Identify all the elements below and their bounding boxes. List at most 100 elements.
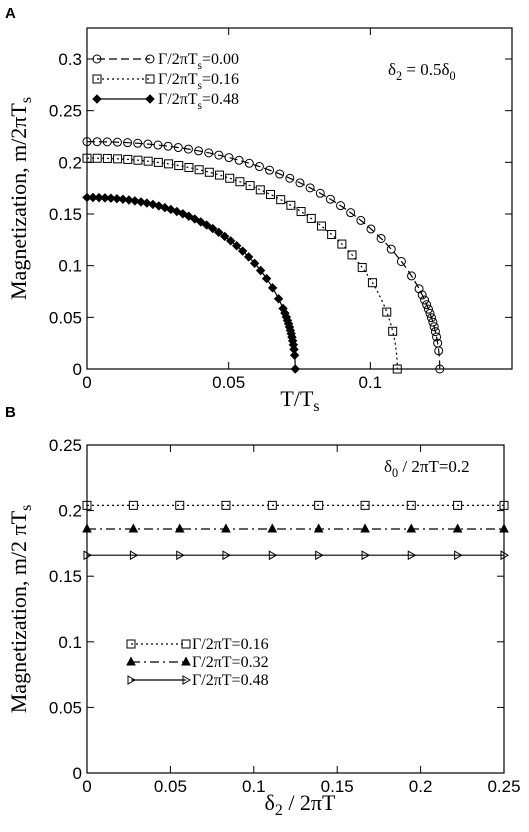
a-data-point — [133, 138, 143, 148]
b-annotation-part: δ — [384, 457, 392, 476]
a-data-point — [112, 193, 122, 204]
a-data-point — [183, 144, 193, 154]
b-x-axis-title: δ2 / 2πT — [265, 790, 337, 819]
b-data-point — [500, 550, 510, 561]
b-y-axis-title: Magnetization, m/2 πTs — [6, 505, 35, 714]
a-legend-marker — [92, 54, 102, 64]
a-annotation: δ2 = 0.5δ0 — [388, 60, 456, 83]
b-data-point — [83, 550, 93, 561]
a-data-point — [265, 190, 275, 200]
a-legend-label-part: =0.00 — [202, 51, 239, 68]
b-y-tick-label: 0.2 — [58, 502, 82, 521]
a-data-point — [346, 208, 356, 218]
a-data-point — [82, 137, 92, 147]
b-data-point — [128, 500, 138, 510]
b-data-point — [453, 500, 463, 510]
a-data-point — [194, 146, 204, 156]
a-data-point — [196, 217, 206, 227]
b-data-point — [82, 523, 92, 533]
a-data-point — [423, 304, 433, 314]
b-y-tick-label: 0 — [73, 764, 82, 783]
a-data-point — [245, 181, 255, 191]
a-data-point — [112, 137, 122, 147]
a-data-point — [123, 138, 133, 148]
a-data-point — [94, 192, 104, 203]
a-data-point — [289, 350, 300, 360]
b-legend-label: Γ/2πT=0.32 — [192, 654, 269, 671]
a-data-point — [376, 233, 386, 243]
a-legend-marker — [92, 94, 102, 104]
b-data-point — [175, 500, 185, 510]
a-data-point — [435, 364, 445, 374]
a-legend-label-part: s — [198, 80, 203, 92]
a-data-point — [430, 327, 440, 337]
a-data-point — [92, 137, 102, 147]
b-data-point — [268, 550, 278, 561]
a-data-point — [367, 278, 377, 288]
a-data-point — [315, 188, 325, 198]
a-data-point — [425, 308, 435, 318]
a-legend-marker — [145, 54, 155, 64]
b-legend-marker — [181, 656, 191, 666]
a-y-axis-title-part: Magnetization, m/2πT — [6, 103, 31, 300]
b-data-point — [360, 500, 370, 510]
b-x-tick-label: 0.05 — [154, 777, 187, 796]
b-data-point — [499, 523, 509, 533]
a-y-tick-label: 0.3 — [58, 50, 82, 69]
b-data-point — [454, 550, 463, 561]
b-y-tick-label: 0.1 — [58, 633, 82, 652]
a-data-point — [305, 183, 315, 193]
a-data-point — [133, 155, 143, 165]
a-data-point — [366, 224, 376, 234]
a-data-point — [255, 185, 265, 195]
a-data-point — [434, 346, 444, 356]
a-legend: Γ/2πTs=0.00Γ/2πTs=0.16Γ/2πTs=0.48 — [92, 51, 239, 112]
a-data-point — [194, 165, 204, 175]
a-legend-label-part: Γ/2πT — [158, 51, 198, 68]
a-annotation-part: = 0.5δ — [402, 60, 449, 79]
b-legend-marker — [126, 639, 136, 649]
b-data-point — [128, 523, 139, 533]
a-data-point — [153, 157, 163, 167]
a-data-point — [290, 364, 300, 374]
b-data-point — [222, 550, 231, 561]
a-data-point — [325, 194, 335, 204]
a-data-point — [118, 194, 128, 204]
a-data-point — [88, 192, 98, 203]
a-data-point — [234, 155, 244, 165]
a-data-point — [214, 227, 224, 238]
a-data-point — [244, 158, 254, 168]
b-data-point — [499, 500, 509, 510]
b-legend-label: Γ/2πT=0.48 — [192, 672, 269, 689]
a-data-point — [396, 256, 406, 266]
a-data-point — [267, 283, 278, 293]
a-legend-label-part: =0.48 — [202, 91, 239, 108]
b-data-point — [267, 500, 277, 510]
a-data-point — [347, 250, 357, 260]
b-annotation-part: / 2πT=0.2 — [398, 457, 470, 476]
a-legend-label-part: Γ/2πT — [158, 71, 198, 88]
a-data-point — [237, 246, 248, 256]
a-data-point — [337, 239, 347, 249]
a-annotation-part: 2 — [396, 69, 402, 83]
b-data-point — [129, 550, 139, 561]
b-x-tick-label: 0.2 — [409, 777, 433, 796]
b-x-tick-label: 0.25 — [487, 777, 520, 796]
b-data-point — [267, 523, 278, 533]
a-data-point — [190, 214, 200, 224]
a-data-point — [224, 153, 234, 163]
a-series-line-1 — [87, 157, 398, 370]
b-legend-marker — [182, 675, 192, 685]
a-data-point — [153, 140, 163, 150]
a-data-point — [225, 236, 236, 246]
b-data-point — [361, 550, 371, 561]
b-x-tick-label: 0 — [82, 777, 91, 796]
a-series-line-0 — [87, 141, 441, 370]
a-data-point — [106, 193, 116, 203]
a-y-tick-label: 0.1 — [58, 257, 82, 276]
a-data-point — [357, 263, 367, 273]
a-data-point — [113, 154, 123, 164]
b-data-point — [315, 550, 324, 561]
a-data-point — [163, 141, 173, 151]
